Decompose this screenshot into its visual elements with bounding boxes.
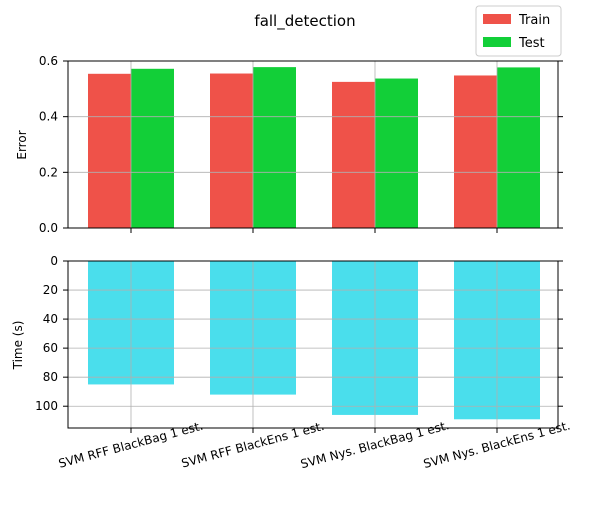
legend-swatch-test <box>483 37 511 47</box>
bottom-ytick-label: 100 <box>35 399 58 413</box>
bottom-ytick-label: 60 <box>43 341 58 355</box>
bottom-grid <box>68 260 558 428</box>
bar-train-1 <box>88 73 131 228</box>
top-ticks: 0.0 0.2 0.4 0.6 <box>39 54 563 235</box>
top-ytick-label: 0.0 <box>39 221 58 235</box>
bottom-ytick-label: 20 <box>43 283 58 297</box>
bottom-axes-frame <box>67 260 559 429</box>
bar-test-4 <box>497 67 540 228</box>
bottom-y-axis-label: Time (s) <box>11 321 25 371</box>
top-ytick-label: 0.6 <box>39 54 58 68</box>
legend-label-test: Test <box>518 36 545 51</box>
bottom-ytick-label: 80 <box>43 370 58 384</box>
bar-train-3 <box>332 81 375 228</box>
chart-title: fall_detection <box>254 12 355 31</box>
top-ytick-label: 0.2 <box>39 165 58 179</box>
bottom-panel: 0 20 40 60 80 100 Time (s) SVM RFF BlackBag 1… <box>11 254 572 471</box>
top-panel: 0.0 0.2 0.4 0.6 Error Train Test <box>15 5 563 235</box>
legend-swatch-train <box>483 14 511 24</box>
x-tick-labels: SVM RFF BlackBag 1 est.SVM RFF BlackEns … <box>57 418 572 471</box>
top-ytick-label: 0.4 <box>39 110 58 124</box>
top-bars <box>88 67 540 229</box>
bottom-ticks: 0 20 40 60 80 100 <box>35 254 563 433</box>
bar-test-2 <box>253 67 296 228</box>
bottom-bars <box>88 261 540 420</box>
legend: Train Test <box>475 5 562 57</box>
legend-label-train: Train <box>518 13 550 28</box>
top-y-axis-label: Error <box>15 130 29 159</box>
top-axes-frame <box>67 60 559 229</box>
bar-test-3 <box>375 78 418 228</box>
bottom-ytick-label: 40 <box>43 312 58 326</box>
bottom-ytick-label: 0 <box>50 254 58 268</box>
bar-test-1 <box>131 68 174 228</box>
bar-train-4 <box>454 75 497 229</box>
bar-train-2 <box>210 73 253 229</box>
